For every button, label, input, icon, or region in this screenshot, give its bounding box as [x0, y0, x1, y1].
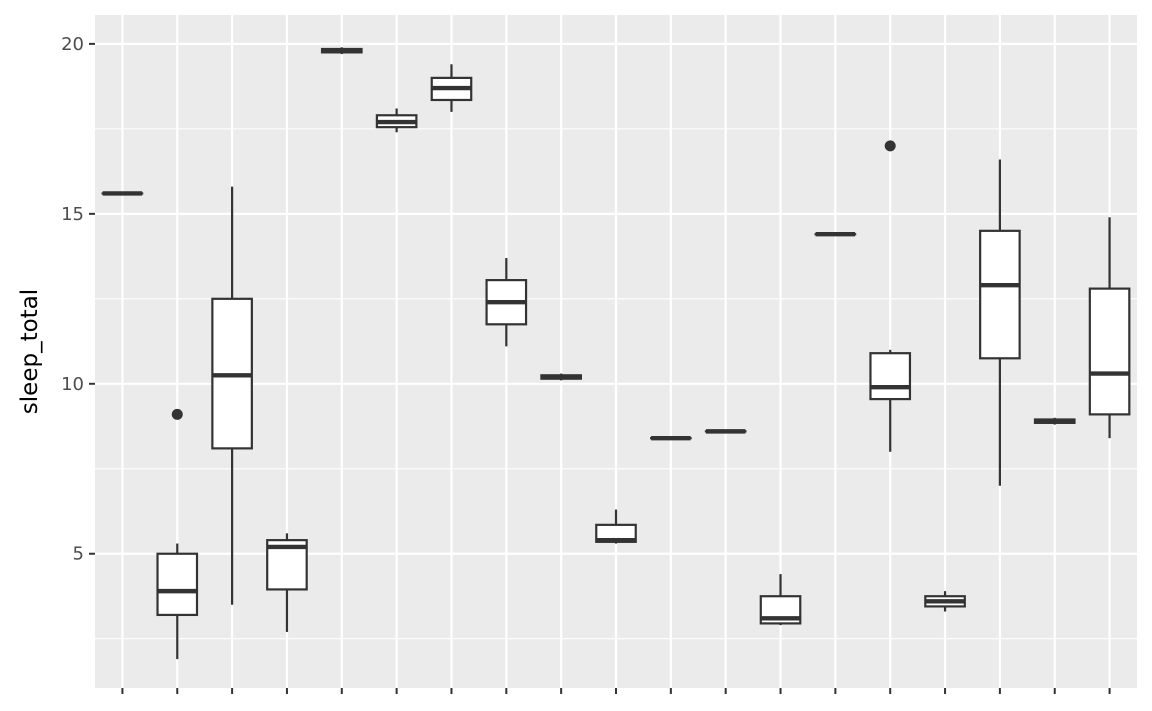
- box-group: [485, 258, 528, 347]
- box: [979, 229, 1021, 360]
- box: [869, 352, 912, 401]
- y-axis-title: sleep_total: [17, 289, 43, 414]
- box-group: [540, 373, 583, 381]
- y-tick-label: 5: [73, 544, 84, 565]
- box-group: [869, 140, 912, 452]
- outlier-point: [884, 140, 896, 152]
- y-tick-label: 15: [61, 204, 84, 225]
- box-series: [101, 47, 1131, 660]
- box-group: [430, 64, 473, 112]
- box-group: [266, 533, 308, 632]
- outlier-point: [171, 408, 183, 420]
- box-group: [595, 509, 637, 544]
- box-group: [211, 186, 253, 605]
- box: [1088, 287, 1131, 416]
- box-group: [759, 574, 802, 626]
- box: [156, 552, 199, 617]
- x-axis-ticks: [121, 688, 1111, 694]
- y-axis-ticks: 5 10 15 20: [61, 34, 95, 565]
- y-tick-label: 10: [61, 374, 84, 395]
- box-group: [924, 591, 966, 612]
- y-tick-label: 20: [61, 34, 84, 55]
- box-group: [320, 47, 363, 55]
- box-group: [979, 159, 1021, 486]
- box-group: [1033, 417, 1076, 425]
- box-group: [375, 108, 418, 133]
- box-group: [156, 408, 199, 660]
- box-group: [1088, 217, 1131, 439]
